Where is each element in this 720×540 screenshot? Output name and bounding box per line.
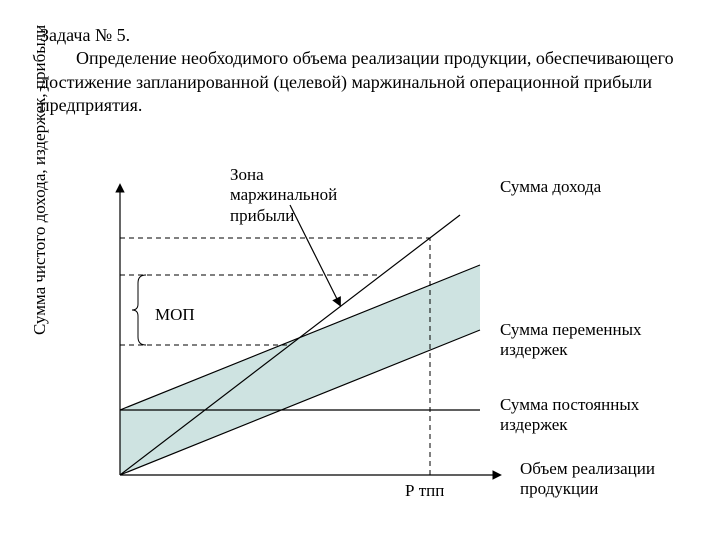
mop-label: МОП <box>155 305 215 325</box>
task-description: Определение необходимого объема реализац… <box>40 47 680 117</box>
chart-container: Сумма чистого дохода, издержек, прибыли … <box>60 165 680 510</box>
y-axis-label: Сумма чистого дохода, издержек, прибыли <box>30 25 50 335</box>
zone-label: Зона маржинальной прибыли <box>230 165 370 226</box>
variable-label: Сумма переменных издержек <box>500 320 670 361</box>
x-axis-label: Объем реализации продукции <box>520 459 690 500</box>
fixed-label: Сумма постоянных издержек <box>500 395 670 436</box>
task-title: Задача № 5. <box>40 24 680 47</box>
revenue-label: Сумма дохода <box>500 177 670 197</box>
x-marker-label: Р тпп <box>405 481 465 501</box>
header-block: Задача № 5. Определение необходимого объ… <box>0 0 720 128</box>
